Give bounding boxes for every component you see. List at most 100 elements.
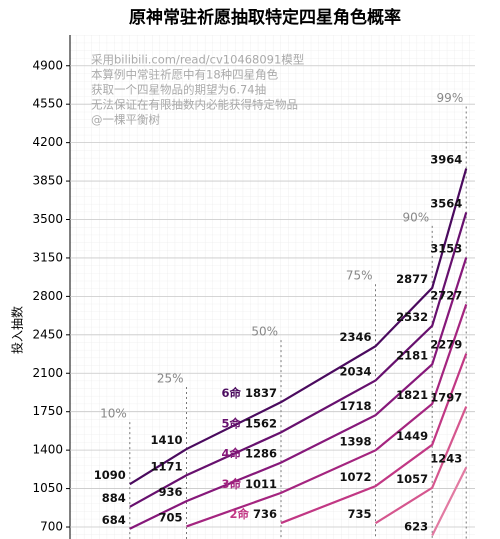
series-line	[280, 353, 468, 525]
value-label: 3564	[430, 196, 462, 210]
y-tick-label: 1400	[32, 443, 63, 457]
value-label: 2532	[396, 309, 428, 323]
series-line	[129, 257, 468, 530]
value: 705	[158, 510, 182, 524]
value-label: 1243	[430, 451, 462, 465]
value: 2181	[396, 348, 428, 362]
y-tick-label: 1750	[32, 404, 63, 418]
value-label: 735	[347, 507, 371, 521]
value-label: 884	[102, 490, 126, 504]
y-tick-label: 700	[40, 520, 63, 534]
value: 735	[347, 507, 371, 521]
value: 1718	[339, 399, 371, 413]
value-label: 1398	[339, 434, 371, 448]
y-tick-label: 3850	[32, 174, 63, 188]
annotation: 无法保证在有限抽数内必能获得特定物品	[91, 98, 298, 112]
value: 1011	[245, 476, 277, 490]
plot: 采用bilibili.com/read/cv10468091模型本算例中常驻祈愿…	[70, 53, 475, 539]
value-label: 936	[158, 485, 182, 499]
percentile-label: 75%	[346, 269, 373, 283]
value-label: 2346	[339, 330, 371, 344]
y-tick-label: 2450	[32, 327, 63, 341]
value-label: 1090	[94, 468, 126, 482]
value: 2034	[339, 364, 371, 378]
series-name: 3命	[221, 476, 241, 490]
value-label: 1410	[150, 433, 182, 447]
value-label: 1449	[396, 428, 428, 442]
value-label: 3命 1011	[221, 476, 277, 490]
series-name: 5命	[221, 416, 241, 430]
value: 1410	[150, 433, 182, 447]
value: 1072	[339, 470, 371, 484]
value: 736	[253, 507, 277, 521]
percentile-label: 50%	[251, 325, 278, 339]
value: 3153	[430, 241, 462, 255]
series-name: 4命	[221, 446, 241, 460]
value-label: 623	[404, 519, 428, 533]
value-label: 1718	[339, 399, 371, 413]
value-label: 1797	[430, 390, 462, 404]
value: 884	[102, 490, 126, 504]
percentile-label: 90%	[403, 210, 430, 224]
value-label: 2877	[396, 271, 428, 285]
y-tick-label: 4550	[32, 97, 63, 111]
value-label: 2727	[430, 288, 462, 302]
value: 1562	[245, 416, 277, 430]
value-label: 2034	[339, 364, 371, 378]
y-tick-label: 4200	[32, 135, 63, 149]
percentile-label: 99%	[437, 91, 464, 105]
value-label: 3964	[430, 152, 462, 166]
percentile-label: 25%	[157, 372, 184, 386]
value-label: 5命 1562	[221, 416, 277, 430]
y-tick-label: 2800	[32, 289, 63, 303]
series-line	[431, 466, 468, 536]
value: 1243	[430, 451, 462, 465]
value: 2279	[430, 337, 462, 351]
outer-layer: 700 1050 1400 1750 2100 2450 2800 3150 3500 3850 4…	[32, 58, 70, 534]
value: 2346	[339, 330, 371, 344]
series-line	[374, 406, 468, 525]
value-label: 2181	[396, 348, 428, 362]
value: 684	[102, 512, 126, 526]
series-line	[129, 168, 468, 486]
y-axis-label: 投入抽数	[10, 306, 25, 354]
chart-title: 原神常驻祈愿抽取特定四星角色概率	[129, 7, 401, 28]
y-tick-label: 4900	[32, 58, 63, 72]
value: 2532	[396, 309, 428, 323]
series-name: 6命	[221, 386, 241, 400]
y-tick-label: 3150	[32, 250, 63, 264]
percentile-label: 10%	[100, 407, 127, 421]
y-tick-label: 3500	[32, 212, 63, 226]
plot-background	[70, 35, 475, 539]
series-name: 2命	[229, 507, 249, 521]
value: 3564	[430, 196, 462, 210]
y-tick-label: 2100	[32, 366, 63, 380]
y-tick-label: 1050	[32, 481, 63, 495]
value-label: 4命 1286	[221, 446, 277, 460]
value: 2727	[430, 288, 462, 302]
value-label: 684	[102, 512, 126, 526]
value-label: 1057	[396, 471, 428, 485]
value: 1286	[245, 446, 277, 460]
annotation: 获取一个四星物品的期望为6.74抽	[91, 83, 266, 97]
value-label: 1171	[150, 459, 182, 473]
value: 3964	[430, 152, 462, 166]
value-label: 1072	[339, 470, 371, 484]
series-line	[129, 212, 468, 508]
value-label: 3153	[430, 241, 462, 255]
value: 1398	[339, 434, 371, 448]
value: 1837	[245, 386, 277, 400]
value-label: 1821	[396, 387, 428, 401]
value: 623	[404, 519, 428, 533]
value: 1797	[430, 390, 462, 404]
value: 1057	[396, 471, 428, 485]
value-label: 2279	[430, 337, 462, 351]
value: 1821	[396, 387, 428, 401]
value-label: 705	[158, 510, 182, 524]
annotation: @一棵平衡树	[91, 113, 160, 127]
value-label: 6命 1837	[221, 386, 277, 400]
value: 2877	[396, 271, 428, 285]
series-line	[186, 304, 468, 528]
value: 1090	[94, 468, 126, 482]
